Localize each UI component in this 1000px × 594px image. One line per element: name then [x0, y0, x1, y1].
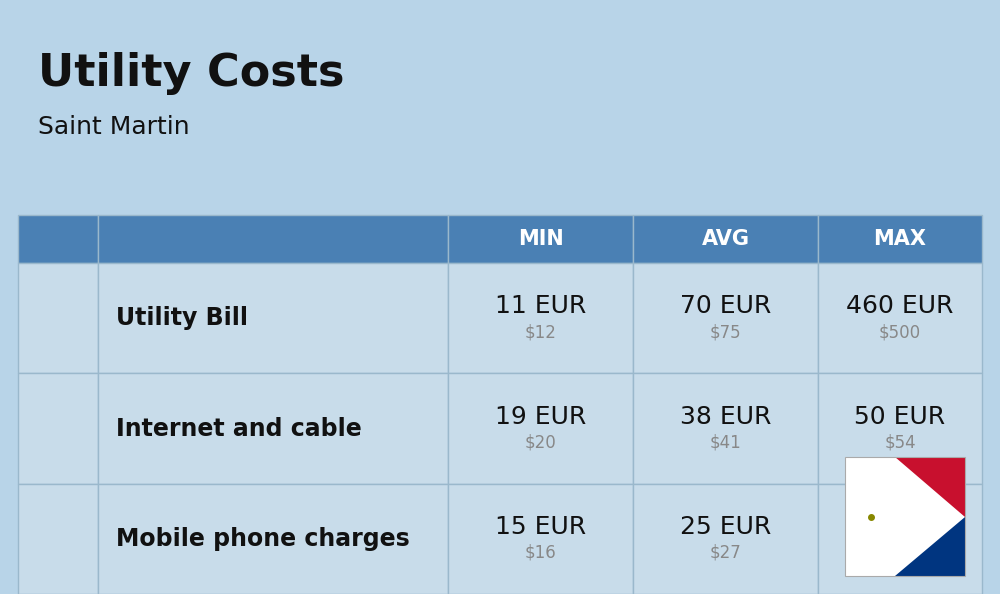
- Polygon shape: [448, 263, 633, 374]
- Polygon shape: [98, 215, 448, 263]
- Polygon shape: [845, 457, 895, 576]
- Text: MIN: MIN: [518, 229, 563, 249]
- Text: 50 EUR: 50 EUR: [854, 405, 946, 428]
- Text: MAX: MAX: [874, 229, 926, 249]
- Text: Saint Martin: Saint Martin: [38, 115, 190, 139]
- Polygon shape: [633, 374, 818, 484]
- Text: $75: $75: [710, 323, 741, 341]
- Polygon shape: [98, 263, 448, 374]
- Polygon shape: [633, 215, 818, 263]
- Text: $20: $20: [525, 434, 556, 451]
- Polygon shape: [98, 484, 448, 594]
- Polygon shape: [845, 457, 965, 576]
- Polygon shape: [895, 457, 965, 517]
- Polygon shape: [818, 215, 982, 263]
- Text: 460 EUR: 460 EUR: [846, 294, 954, 318]
- Polygon shape: [633, 484, 818, 594]
- Polygon shape: [18, 215, 98, 263]
- Text: $41: $41: [710, 434, 741, 451]
- Text: Internet and cable: Internet and cable: [116, 416, 362, 441]
- Text: $500: $500: [879, 323, 921, 341]
- Text: Mobile phone charges: Mobile phone charges: [116, 527, 410, 551]
- Text: $16: $16: [525, 544, 556, 562]
- Text: AVG: AVG: [702, 229, 750, 249]
- Text: 11 EUR: 11 EUR: [495, 294, 586, 318]
- Polygon shape: [448, 374, 633, 484]
- Polygon shape: [818, 263, 982, 374]
- Polygon shape: [448, 215, 633, 263]
- Text: $27: $27: [710, 544, 741, 562]
- Text: 75 EUR: 75 EUR: [854, 515, 946, 539]
- Polygon shape: [818, 374, 982, 484]
- Text: 15 EUR: 15 EUR: [495, 515, 586, 539]
- Polygon shape: [448, 484, 633, 594]
- Polygon shape: [98, 374, 448, 484]
- Text: Utility Costs: Utility Costs: [38, 52, 344, 95]
- Text: 19 EUR: 19 EUR: [495, 405, 586, 428]
- Text: 38 EUR: 38 EUR: [680, 405, 771, 428]
- Polygon shape: [895, 517, 965, 576]
- Text: 25 EUR: 25 EUR: [680, 515, 771, 539]
- Text: 70 EUR: 70 EUR: [680, 294, 771, 318]
- Text: $12: $12: [525, 323, 556, 341]
- Polygon shape: [18, 374, 98, 484]
- Polygon shape: [818, 484, 982, 594]
- Polygon shape: [18, 484, 98, 594]
- Text: $54: $54: [884, 434, 916, 451]
- Polygon shape: [18, 263, 98, 374]
- Polygon shape: [633, 263, 818, 374]
- Text: Utility Bill: Utility Bill: [116, 306, 248, 330]
- Text: $81: $81: [884, 544, 916, 562]
